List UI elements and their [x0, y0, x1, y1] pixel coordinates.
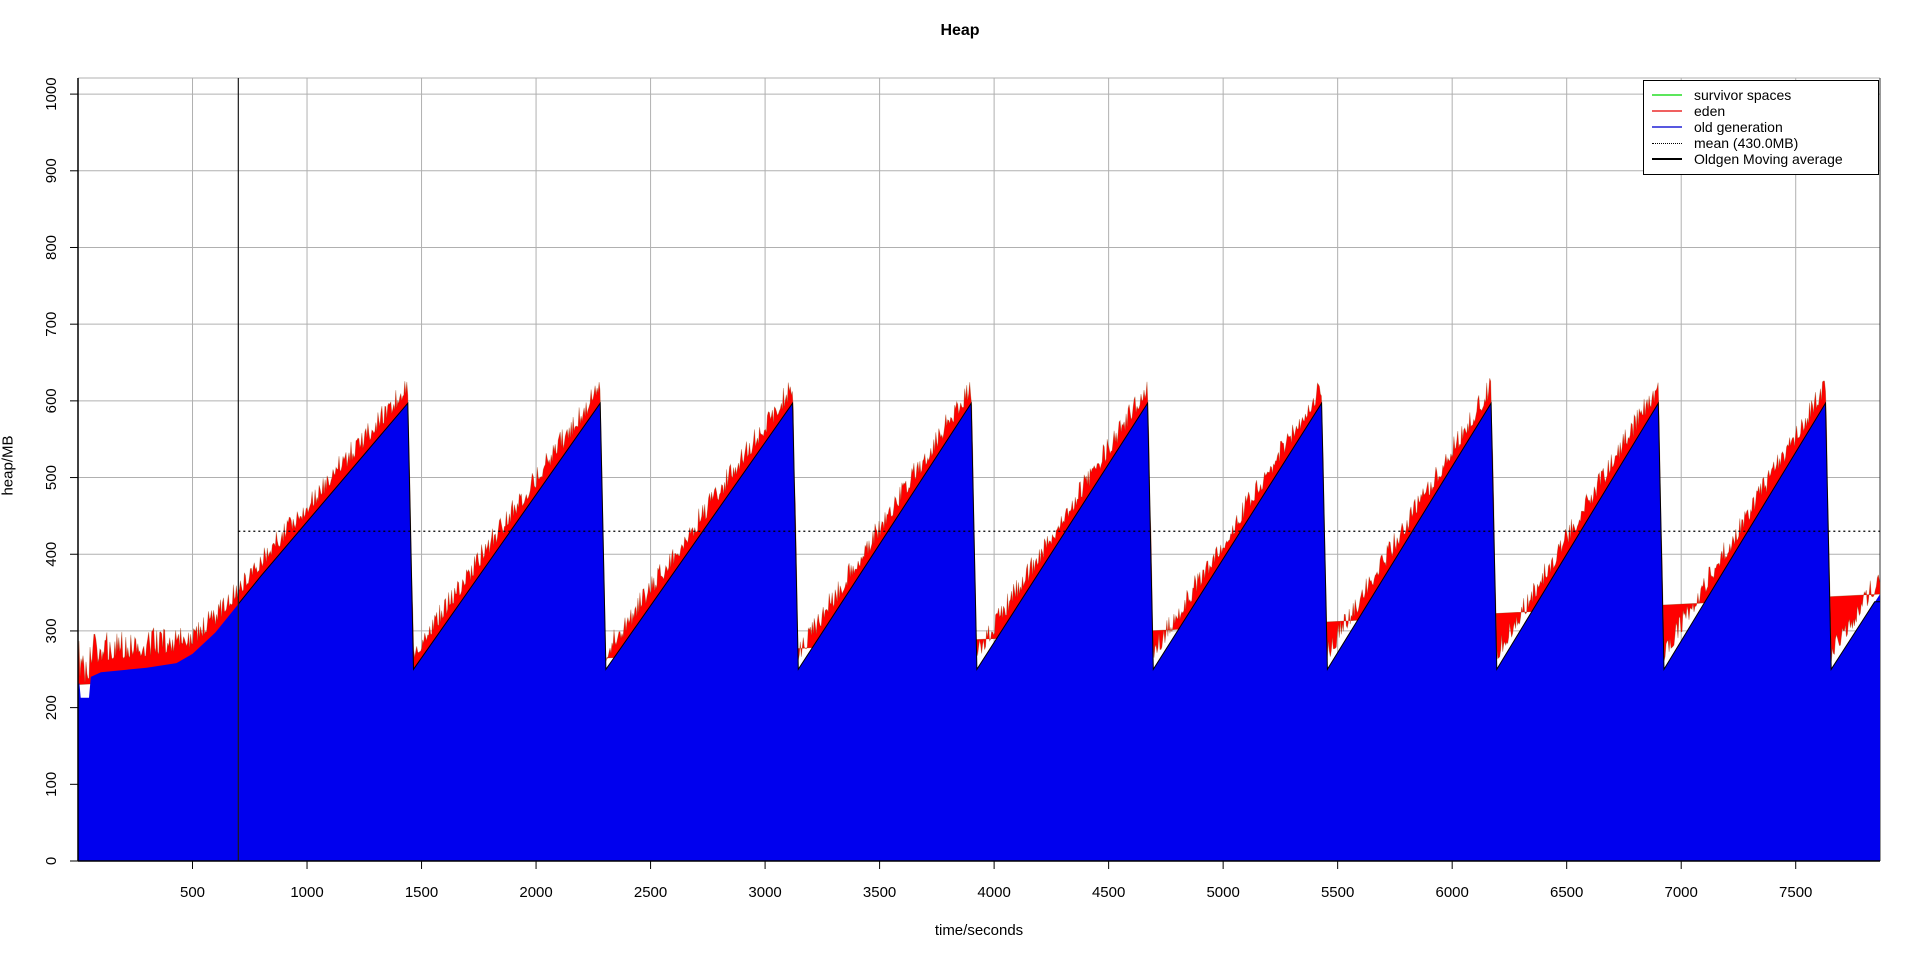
legend-item-mean-430-0mb: mean (430.0MB) [1644, 135, 1878, 151]
svg-text:5000: 5000 [1206, 884, 1239, 901]
legend: survivor spaces eden old generation mean (4… [1643, 80, 1879, 175]
legend-swatch-old-generation [1652, 119, 1682, 135]
svg-text:300: 300 [43, 618, 60, 643]
svg-text:800: 800 [43, 235, 60, 260]
legend-label-eden: eden [1694, 103, 1726, 119]
svg-text:5500: 5500 [1321, 884, 1354, 901]
svg-text:200: 200 [43, 695, 60, 720]
svg-text:6000: 6000 [1435, 884, 1468, 901]
legend-swatch-survivor-spaces [1652, 87, 1682, 103]
legend-label-mean-430-0mb: mean (430.0MB) [1694, 135, 1799, 151]
legend-item-eden: eden [1644, 103, 1878, 119]
svg-text:0: 0 [43, 857, 60, 865]
y-axis-label: heap/MB [0, 435, 17, 496]
legend-label-oldgen-moving-average: Oldgen Moving average [1694, 151, 1843, 167]
svg-text:6500: 6500 [1550, 884, 1583, 901]
svg-text:500: 500 [180, 884, 205, 901]
svg-text:900: 900 [43, 158, 60, 183]
svg-text:4500: 4500 [1092, 884, 1125, 901]
x-axis-label: time/seconds [934, 922, 1024, 939]
svg-text:1500: 1500 [405, 884, 438, 901]
legend-item-oldgen-moving-average: Oldgen Moving average [1644, 151, 1878, 167]
svg-text:4000: 4000 [977, 884, 1010, 901]
legend-item-old-generation: old generation [1644, 119, 1878, 135]
moving-average-line [237, 401, 1880, 672]
svg-text:3500: 3500 [863, 884, 896, 901]
svg-text:400: 400 [43, 542, 60, 567]
svg-text:3000: 3000 [748, 884, 781, 901]
svg-text:7500: 7500 [1779, 884, 1812, 901]
legend-swatch-eden [1652, 103, 1682, 119]
svg-text:7000: 7000 [1665, 884, 1698, 901]
svg-text:1000: 1000 [43, 77, 60, 110]
svg-text:2500: 2500 [634, 884, 667, 901]
legend-swatch-oldgen-moving-average [1652, 151, 1682, 167]
svg-text:1000: 1000 [290, 884, 323, 901]
axis-ticks [70, 93, 1797, 869]
old-generation-area [78, 403, 1880, 861]
chart-title: Heap [940, 22, 980, 39]
legend-item-survivor-spaces: survivor spaces [1644, 87, 1878, 103]
svg-text:500: 500 [43, 465, 60, 490]
svg-text:2000: 2000 [519, 884, 552, 901]
x-tick-labels: 500 1000 1500 2000 2500 3000 3500 4000 4500 5000 5… [180, 884, 1812, 901]
svg-text:700: 700 [43, 312, 60, 337]
y-tick-labels: 0 100 200 300 400 500 600 700 800 900 1000 [43, 77, 60, 865]
svg-text:100: 100 [43, 772, 60, 797]
legend-swatch-mean-430-0mb [1652, 135, 1682, 151]
axes [77, 78, 1880, 862]
legend-label-survivor-spaces: survivor spaces [1694, 87, 1792, 103]
legend-label-old-generation: old generation [1694, 119, 1783, 135]
svg-text:600: 600 [43, 388, 60, 413]
